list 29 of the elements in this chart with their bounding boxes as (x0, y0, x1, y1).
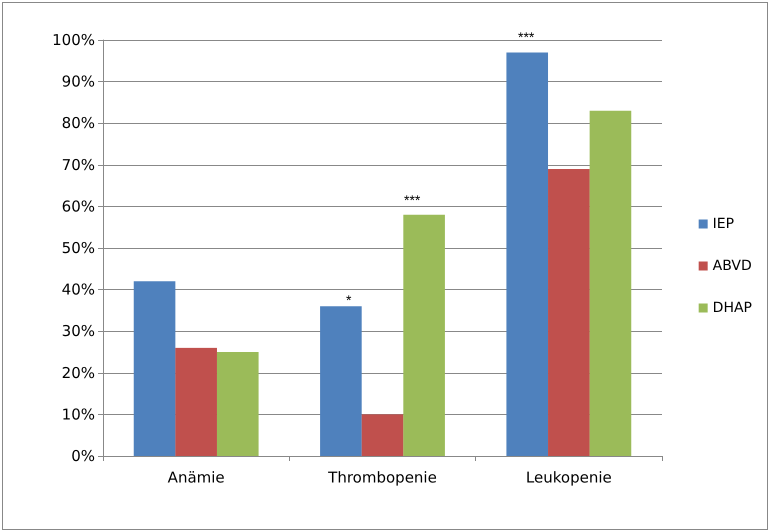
x-tick-label: Thrombopenie (327, 468, 437, 486)
y-tick-label: 70% (62, 156, 95, 174)
x-tick-label: Anämie (168, 468, 225, 486)
y-tick-label: 100% (52, 31, 95, 49)
y-tick-label: 0% (71, 447, 95, 465)
legend-label: ABVD (712, 258, 752, 274)
y-tick-label: 60% (62, 197, 95, 216)
y-tick-label: 30% (62, 322, 95, 340)
bar (175, 348, 217, 456)
y-tick-label: 20% (62, 364, 95, 382)
x-tick-label: Leukopenie (526, 468, 612, 486)
y-tick-label: 50% (62, 239, 95, 257)
y-tick-label: 80% (62, 114, 95, 132)
annotation: * (346, 292, 352, 308)
y-tick-label: 40% (62, 280, 95, 299)
y-tick-label: 90% (62, 72, 95, 91)
bar (216, 352, 259, 456)
y-tick-label: 10% (62, 405, 95, 424)
bar (320, 306, 362, 456)
annotation: *** (404, 192, 421, 208)
legend-label: DHAP (712, 300, 752, 316)
bar (548, 168, 590, 456)
bar (590, 110, 632, 456)
annotation: *** (518, 29, 535, 45)
bar (506, 52, 548, 456)
bar (362, 414, 404, 456)
bar (403, 214, 445, 456)
legend-label: IEP (712, 216, 734, 232)
bar (134, 281, 176, 456)
